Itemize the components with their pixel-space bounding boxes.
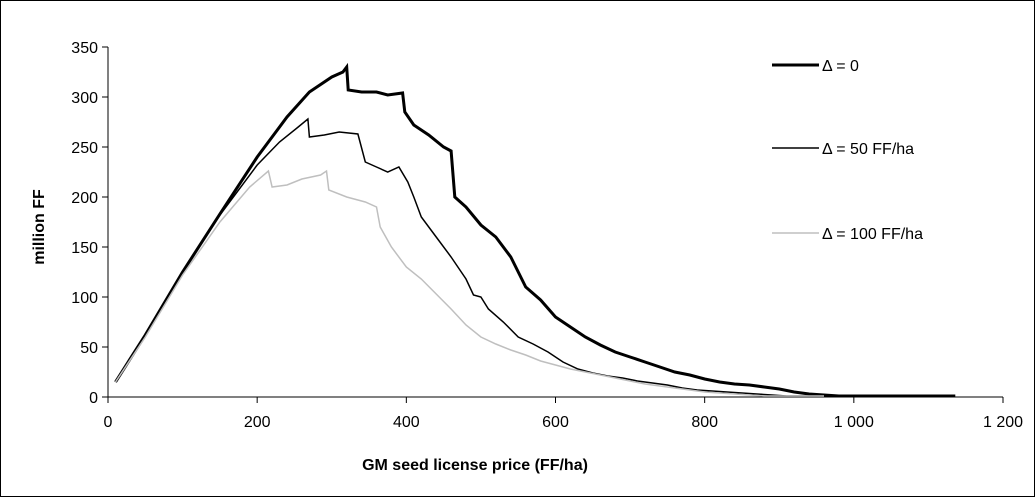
series-lines: [114, 62, 956, 398]
legend-label-2: Δ = 50 FF/ha: [822, 141, 914, 158]
x-tick-label: 1 200: [983, 414, 1023, 431]
y-axis-title: million FF: [31, 189, 48, 265]
x-tick-label: 400: [393, 414, 420, 431]
y-tick-label: 100: [71, 290, 98, 307]
y-tick-label: 300: [71, 90, 98, 107]
axes: 0 50 100 150 200 250 300 350 0 200 400 600 800 1 000 1…: [71, 40, 1023, 431]
y-tick-label: 200: [71, 190, 98, 207]
series-line-1: [114, 62, 956, 398]
y-tick-label: 250: [71, 140, 98, 157]
x-tick-label: 600: [542, 414, 569, 431]
series-line-3: [114, 169, 824, 397]
y-tick-label: 50: [80, 340, 98, 357]
y-tick-label: 0: [89, 390, 98, 407]
legend: Δ = 0 Δ = 50 FF/ha Δ = 100 FF/ha: [772, 58, 923, 243]
y-tick-label: 350: [71, 40, 98, 57]
x-axis-title: GM seed license price (FF/ha): [362, 457, 588, 474]
x-tick-label: 1 000: [834, 414, 874, 431]
x-tick-label: 800: [691, 414, 718, 431]
legend-label-1: Δ = 0: [822, 58, 859, 75]
x-tick-label: 200: [244, 414, 271, 431]
series-line-2: [114, 117, 854, 397]
y-tick-label: 150: [71, 240, 98, 257]
x-tick-label: 0: [104, 414, 113, 431]
legend-label-3: Δ = 100 FF/ha: [822, 226, 923, 243]
